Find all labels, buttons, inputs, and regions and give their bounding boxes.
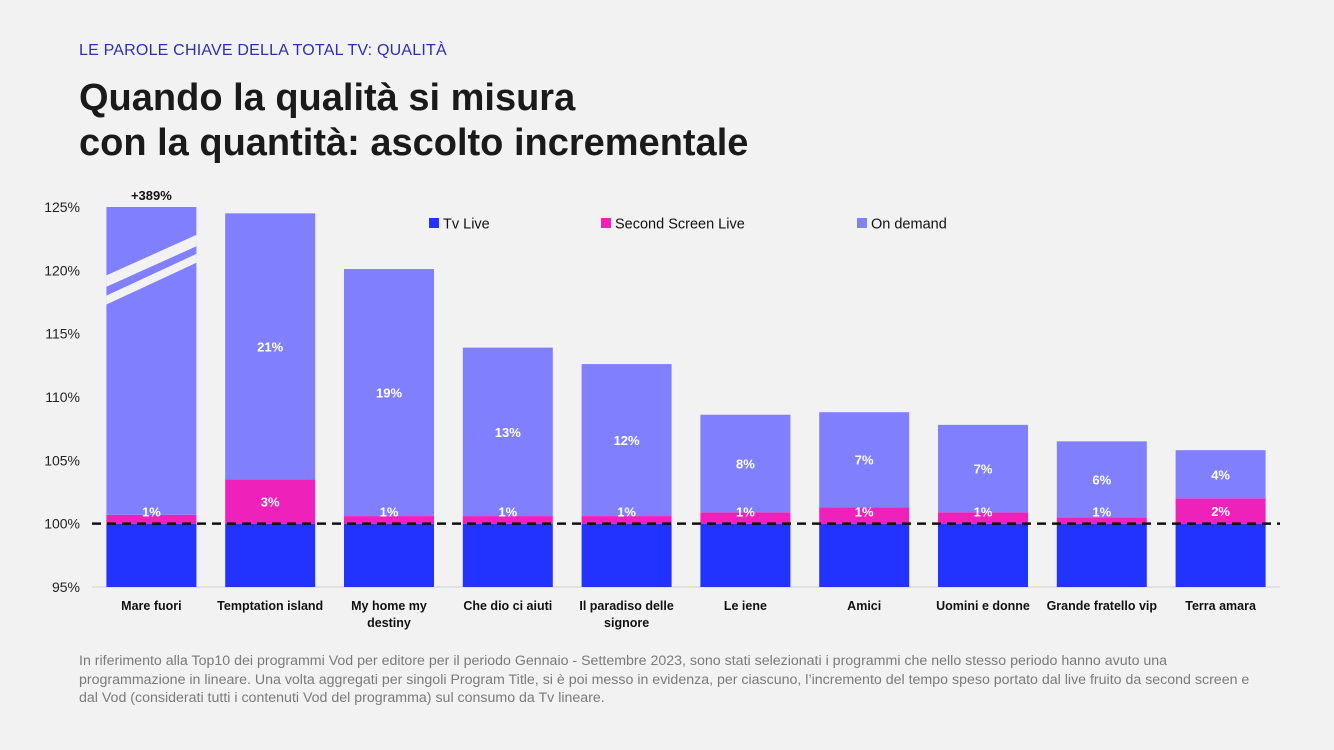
legend-label: Tv Live: [443, 217, 490, 233]
bar-segment: [700, 523, 791, 587]
y-tick-label: 125%: [44, 199, 80, 215]
data-label: 1%: [974, 505, 993, 520]
x-tick-label: Che dio ci aiuti: [463, 599, 552, 613]
data-label: 1%: [1092, 505, 1111, 520]
data-label: 6%: [1092, 472, 1111, 487]
data-label: 12%: [614, 433, 640, 448]
bar-segment: [581, 364, 672, 517]
bar-segment: [225, 213, 316, 480]
x-tick-label: Terra amara: [1185, 599, 1257, 613]
bar-segment: [344, 269, 434, 517]
bar-break-marker: [106, 253, 197, 305]
bar-segment: [700, 512, 791, 524]
y-tick-label: 115%: [45, 326, 80, 342]
y-tick-label: 110%: [45, 389, 80, 405]
data-label: 1%: [855, 505, 874, 520]
bar-segment: [1175, 450, 1266, 499]
y-tick-label: 105%: [44, 452, 80, 468]
data-label: 1%: [498, 505, 517, 520]
data-label: 19%: [376, 386, 402, 401]
y-tick-label: 100%: [44, 516, 80, 532]
y-tick-label: 120%: [44, 262, 80, 278]
x-tick-label: Amici: [847, 599, 881, 613]
legend-swatch: [857, 218, 867, 228]
x-tick-label: destiny: [367, 616, 411, 630]
x-tick-label: My home my: [351, 599, 427, 613]
bar-segment: [819, 412, 910, 508]
data-label: 7%: [855, 453, 874, 468]
bar-segment: [700, 414, 791, 513]
bar-segment: [1175, 523, 1266, 587]
x-tick-label: signore: [604, 616, 649, 630]
legend-swatch: [601, 218, 611, 228]
data-label: 1%: [142, 505, 161, 520]
x-tick-label: Grande fratello vip: [1047, 599, 1158, 613]
data-label: 1%: [617, 505, 636, 520]
x-tick-label: Uomini e donne: [936, 599, 1030, 613]
data-label: 2%: [1211, 504, 1230, 519]
bar-segment: [581, 523, 672, 587]
x-tick-label: Il paradiso delle: [579, 599, 674, 613]
bar-segment: [1056, 523, 1147, 587]
bar-segment: [106, 523, 197, 587]
bar-total-label: +389%: [131, 188, 172, 203]
x-tick-label: Temptation island: [217, 599, 323, 613]
bar-segment: [938, 424, 1028, 513]
bar-segment: [819, 507, 910, 524]
bar-segment: [938, 523, 1028, 587]
title-line-2: con la quantità: ascolto incrementale: [79, 122, 749, 164]
bar-segment: [106, 514, 197, 524]
data-label: 21%: [257, 339, 283, 354]
data-label: 13%: [495, 425, 521, 440]
legend-label: Second Screen Live: [615, 217, 745, 233]
page-title: Quando la qualità si misura con la quant…: [79, 76, 748, 166]
bar-segment: [225, 523, 316, 587]
y-tick-label: 95%: [52, 579, 80, 595]
bar-segment: [462, 523, 553, 587]
title-line-1: Quando la qualità si misura: [79, 77, 576, 119]
footnote: In riferimento alla Top10 dei programmi …: [79, 653, 1250, 706]
data-label: 1%: [736, 505, 755, 520]
bar-segment: [938, 512, 1028, 524]
legend-label: On demand: [871, 217, 947, 233]
x-tick-label: Le iene: [724, 599, 767, 613]
bar-segment: [225, 479, 316, 524]
bar-segment: [581, 516, 672, 524]
data-label: 1%: [380, 505, 399, 520]
bar-segment: [344, 516, 434, 524]
bar-segment: [819, 523, 910, 587]
bar-segment: [462, 347, 553, 517]
legend-swatch: [429, 218, 439, 228]
section-kicker: LE PAROLE CHIAVE DELLA TOTAL TV: QUALITÀ: [79, 42, 447, 59]
data-label: 3%: [261, 495, 280, 510]
data-label: 7%: [974, 462, 993, 477]
x-tick-label: Mare fuori: [121, 599, 181, 613]
bar-segment: [1056, 441, 1147, 518]
data-label: 4%: [1211, 467, 1230, 482]
data-label: 8%: [736, 457, 755, 472]
bar-break-marker: [106, 234, 197, 287]
bar-segment: [462, 516, 553, 524]
bar-segment: [1056, 517, 1147, 524]
bar-segment: [106, 207, 197, 515]
bar-segment: [1175, 498, 1266, 524]
bar-segment: [344, 523, 434, 587]
